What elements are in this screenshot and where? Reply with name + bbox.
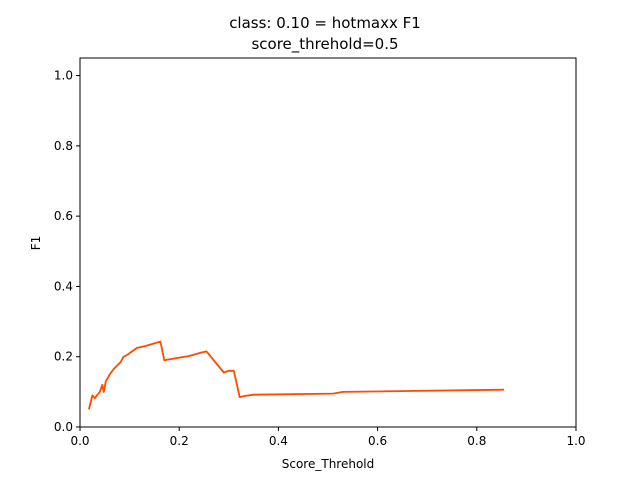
x-tick-label: 0.6 xyxy=(368,434,387,448)
y-tick-label: 0.6 xyxy=(54,209,73,223)
y-tick-label: 0.2 xyxy=(54,350,73,364)
x-tick-label: 0.2 xyxy=(170,434,189,448)
x-tick-label: 0.4 xyxy=(269,434,288,448)
x-tick-label: 1.0 xyxy=(566,434,585,448)
f1-series-line xyxy=(88,340,505,410)
y-tick-label: 0.0 xyxy=(54,420,73,434)
series-group xyxy=(88,340,505,410)
x-tick-label: 0.0 xyxy=(70,434,89,448)
x-axis-ticks: 0.0 0.2 0.4 0.6 0.8 1.0 xyxy=(70,427,586,448)
chart-title: class: 0.10 = hotmaxx F1 xyxy=(229,14,421,32)
y-tick-label: 1.0 xyxy=(54,69,73,83)
x-axis-label: Score_Threhold xyxy=(282,457,375,471)
x-tick-label: 0.8 xyxy=(467,434,486,448)
y-tick-label: 0.4 xyxy=(54,279,73,293)
y-axis-label: F1 xyxy=(29,236,43,251)
plot-area xyxy=(79,57,577,428)
y-tick-label: 0.8 xyxy=(54,139,73,153)
chart-subtitle: score_threhold=0.5 xyxy=(251,35,398,54)
plot-frame xyxy=(79,57,577,428)
y-axis-ticks: 0.0 0.2 0.4 0.6 0.8 1.0 xyxy=(54,69,80,434)
